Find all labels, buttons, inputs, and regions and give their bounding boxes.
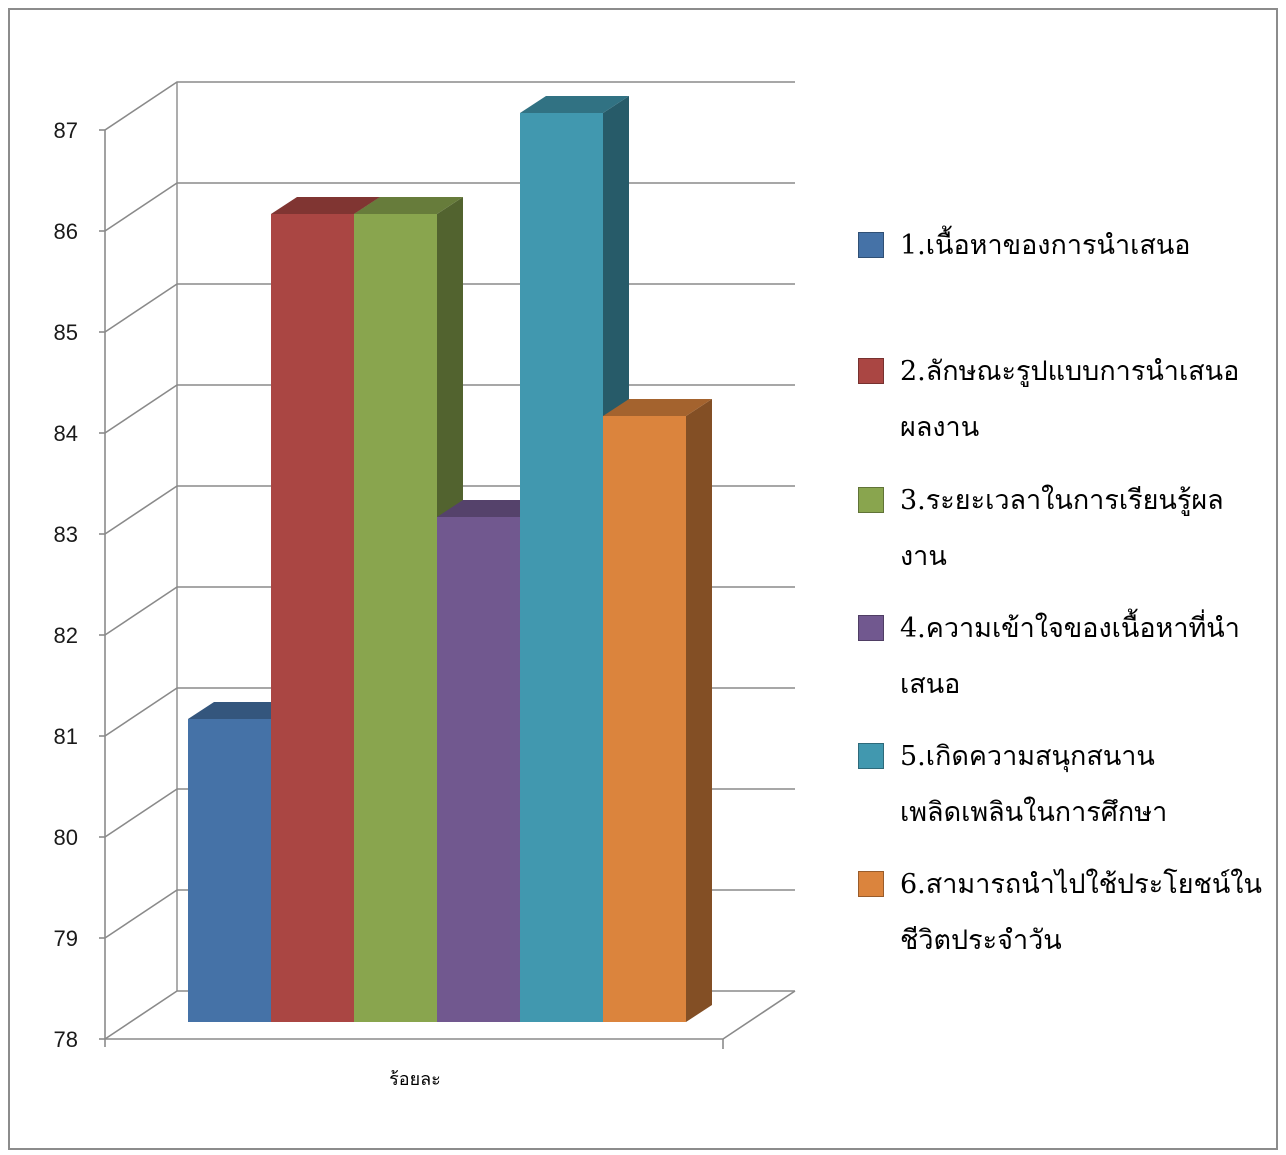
legend-swatch: [858, 358, 884, 384]
y-tick-label: 80: [54, 825, 78, 850]
bar-front: [188, 719, 271, 1022]
legend-label: 3.ระยะเวลาในการเรียนรู้ผลงาน: [900, 485, 1224, 572]
legend-swatch: [858, 487, 884, 513]
y-tick-label: 84: [54, 421, 78, 446]
bar-front: [354, 214, 437, 1022]
axes: [99, 129, 724, 1049]
y-tick-label: 78: [54, 1027, 78, 1052]
bars: [188, 96, 712, 1022]
legend-swatch: [858, 232, 884, 258]
y-tick-labels: 78 79 80 81 82 83 84 85 86 87: [54, 118, 78, 1052]
x-axis-label: ร้อยละ: [389, 1069, 441, 1090]
bar-top: [354, 197, 463, 214]
bar-front: [271, 214, 354, 1022]
legend-swatch: [858, 615, 884, 641]
legend-label: 6.สามารถนำไปใช้ประโยชน์ในชีวิตประจำวัน: [900, 869, 1262, 956]
y-tick-label: 85: [54, 320, 78, 345]
y-tick-label: 87: [54, 118, 78, 143]
y-tick-label: 83: [54, 522, 78, 547]
bar-top: [188, 702, 297, 719]
bar-front: [603, 416, 686, 1022]
legend-label: 5.เกิดความสนุกสนานเพลิดเพลินในการศึกษา: [900, 741, 1168, 828]
y-tick-label: 82: [54, 623, 78, 648]
legend-label: 4.ความเข้าใจของเนื้อหาที่นำเสนอ: [900, 613, 1240, 700]
bar-top: [271, 197, 380, 214]
bar-top: [520, 96, 629, 113]
legend-swatch: [858, 871, 884, 897]
y-tick-label: 81: [54, 724, 78, 749]
bar-front: [520, 113, 603, 1022]
y-tick-label: 79: [54, 926, 78, 951]
legend-label: 1.เนื้อหาของการนำเสนอ: [900, 230, 1191, 261]
legend-label: 2.ลักษณะรูปแบบการนำเสนอผลงาน: [900, 356, 1240, 443]
bar-side: [686, 399, 712, 1022]
gridline: [104, 81, 795, 131]
bar-front: [437, 517, 520, 1022]
bar-top: [437, 500, 546, 517]
bar-top: [603, 399, 712, 416]
legend-swatch: [858, 743, 884, 769]
bar: [603, 399, 712, 1022]
y-tick-label: 86: [54, 219, 78, 244]
